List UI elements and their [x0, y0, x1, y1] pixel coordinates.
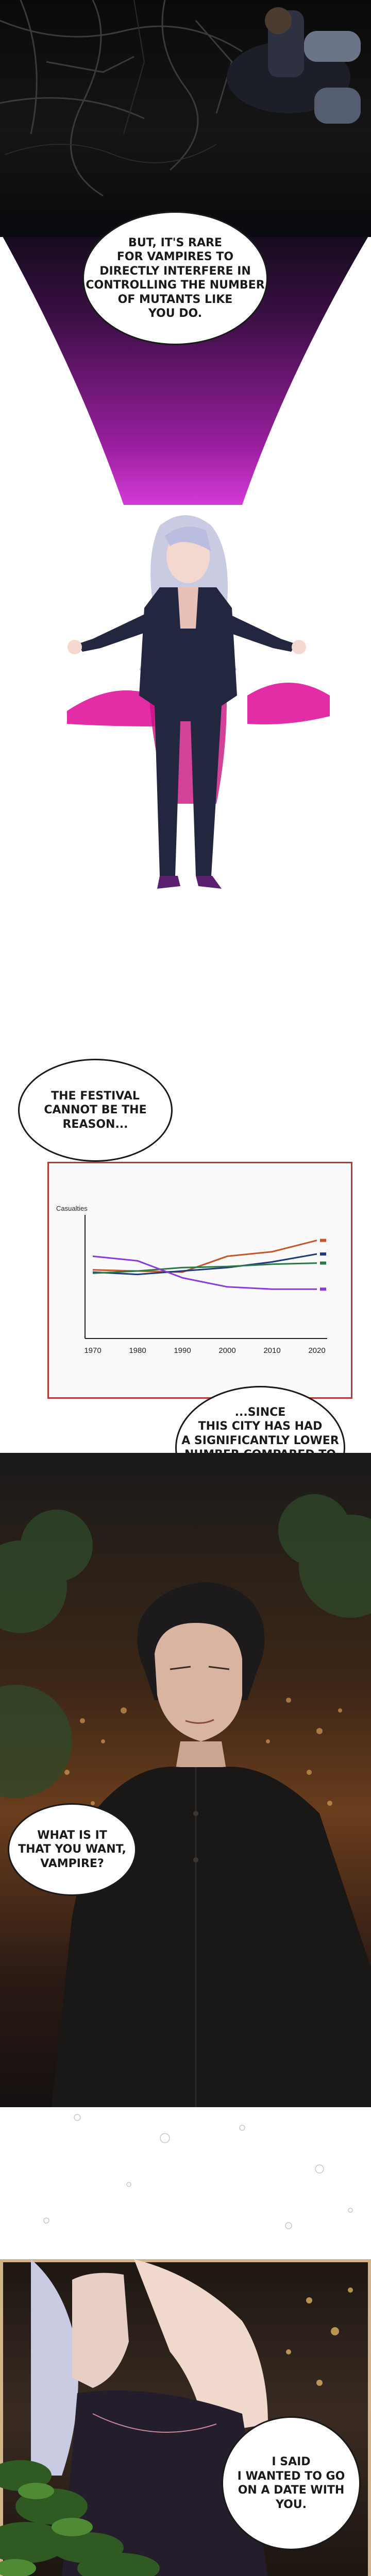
chart-series-line-1 [92, 1253, 317, 1276]
chart-x-tick-label: 1980 [129, 1346, 146, 1355]
woman-closeup-art [0, 2259, 371, 2576]
panel-man-night-city [0, 1453, 371, 2107]
vampire-woman-art [0, 216, 371, 889]
casualties-chart-panel: Casualties 1970 1980 1990 2000 2010 2020 [47, 1162, 352, 1399]
chart-x-tick-label: 2000 [218, 1346, 235, 1355]
fallen-figure [227, 7, 361, 124]
panel-gap [0, 2107, 371, 2262]
sparkle-dots-art [43, 2114, 353, 2229]
speech-bubble-date: I SAID I WANTED TO GO ON A DATE WITH YOU… [222, 2416, 361, 2550]
speech-bubble-text: WHAT IS IT THAT YOU WANT, VAMPIRE? [18, 1828, 126, 1870]
man-night-city-art [0, 1494, 371, 2107]
chart-series-end-marker-0 [320, 1239, 326, 1242]
speech-bubble-text: BUT, IT'S RARE FOR VAMPIRES TO DIRECTLY … [86, 236, 265, 320]
chart-x-tick-label: 2020 [308, 1346, 325, 1355]
chart-x-tick-label: 1990 [174, 1346, 191, 1355]
casualties-line-chart: Casualties 1970 1980 1990 2000 2010 2020 [56, 1205, 327, 1355]
forest-branches-art [0, 0, 361, 197]
chart-series-end-marker-2 [320, 1261, 326, 1265]
speech-bubble-festival: THE FESTIVAL CANNOT BE THE REASON... [18, 1059, 173, 1162]
chart-x-tick-label: 1970 [84, 1346, 101, 1355]
panel-forest-top [0, 0, 371, 216]
chart-series-end-marker-1 [320, 1252, 326, 1256]
chart-series-end-marker-3 [320, 1287, 326, 1291]
chart-ylabel: Casualties [56, 1205, 88, 1212]
speech-bubble-rare-vampires: BUT, IT'S RARE FOR VAMPIRES TO DIRECTLY … [82, 211, 268, 345]
chart-series-line-2 [92, 1262, 317, 1274]
chart-x-tick-label: 2010 [263, 1346, 280, 1355]
speech-bubble-text: I SAID I WANTED TO GO ON A DATE WITH YOU… [237, 2455, 345, 2511]
speech-bubble-what-want: WHAT IS IT THAT YOU WANT, VAMPIRE? [8, 1803, 137, 1896]
chart-series-line-3 [92, 1255, 317, 1290]
speech-bubble-text: THE FESTIVAL CANNOT BE THE REASON... [44, 1089, 147, 1131]
